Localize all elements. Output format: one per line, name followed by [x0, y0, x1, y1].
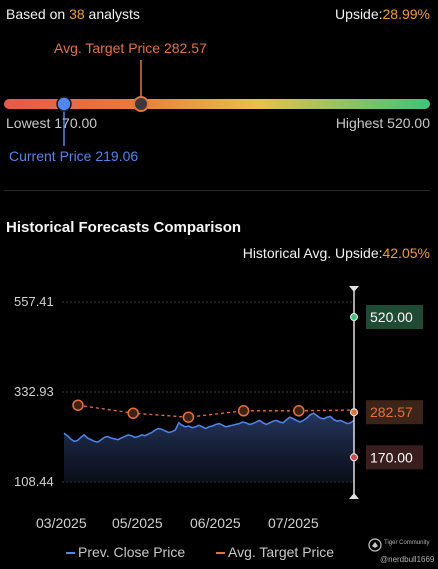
- avg-target-label: Avg. Target Price 282.57: [54, 40, 207, 56]
- y-tick-332: 332.93: [14, 384, 54, 399]
- range-marker-box: [366, 400, 423, 425]
- x-tick-07-2025: 07/2025: [268, 515, 319, 531]
- prev-close-area-layer: [63, 412, 355, 482]
- section-divider: [4, 190, 430, 191]
- avg-target-point[interactable]: [72, 399, 84, 411]
- upside-label: Upside:: [335, 6, 383, 22]
- legend-avg-target[interactable]: Avg. Target Price: [216, 544, 334, 560]
- current-price-marker[interactable]: [56, 96, 72, 112]
- avg-target-line: [77, 404, 355, 418]
- range-markers-layer: 520.00 282.57 170.00: [350, 305, 423, 470]
- historical-forecast-chart: 557.41 332.93 108.44 520.00282.57170.00 …: [14, 286, 423, 531]
- legend-prev-close-label: Prev. Close Price: [78, 544, 186, 560]
- watermark-user: @nerdbull1669: [380, 555, 435, 564]
- range-marker-dot: [350, 453, 358, 462]
- legend-prev-close-swatch: [66, 552, 75, 555]
- range-marker-box: [366, 445, 423, 470]
- avg-target-point[interactable]: [182, 411, 195, 423]
- range-marker-label: 520.00: [370, 309, 413, 325]
- y-tick-108: 108.44: [14, 474, 54, 489]
- x-tick-03-2025: 03/2025: [36, 515, 87, 531]
- y-tick-557: 557.41: [14, 294, 54, 309]
- range-marker-dot: [350, 313, 358, 321]
- range-marker-dot: [350, 408, 358, 417]
- range-marker-label: 170.00: [370, 449, 413, 465]
- legend-prev-close[interactable]: Prev. Close Price: [66, 544, 185, 560]
- avg-target-marker[interactable]: [133, 96, 149, 112]
- based-on-suffix: analysts: [88, 6, 140, 22]
- x-tick-05-2025: 05/2025: [112, 515, 163, 531]
- avg-target-point[interactable]: [127, 407, 139, 419]
- tiger-logo-icon: [368, 538, 382, 552]
- cursor-top-arrow: [349, 286, 359, 292]
- lowest-label: Lowest 170.00: [6, 115, 98, 131]
- x-tick-06-2025: 06/2025: [190, 515, 241, 531]
- upside-value: 28.99%: [382, 6, 430, 22]
- watermark-community: Tiger Community: [384, 540, 430, 546]
- historical-upside-text: Historical Avg. Upside:42.05%: [243, 245, 430, 261]
- upside-text: Upside:28.99%: [335, 6, 430, 22]
- historical-title: Historical Forecasts Comparison: [6, 219, 242, 236]
- cursor-bottom-arrow: [349, 493, 359, 499]
- avg-target-point[interactable]: [293, 405, 305, 417]
- price-range-bar: [4, 60, 430, 146]
- prev-close-area: [64, 413, 354, 482]
- historical-upside-label: Historical Avg. Upside:: [242, 245, 383, 261]
- prev-close-line: [63, 412, 355, 443]
- avg-target-point[interactable]: [237, 405, 250, 417]
- analyst-count-text: Based on 38 analysts: [6, 6, 140, 22]
- analyst-count: 38: [69, 6, 85, 22]
- based-on-prefix: Based on: [6, 6, 66, 22]
- range-marker-label: 282.57: [370, 404, 413, 420]
- legend-avg-target-label: Avg. Target Price: [228, 544, 335, 560]
- avg-target-layer: [72, 399, 355, 423]
- range-gradient-bar: [4, 99, 430, 109]
- range-marker-box: [366, 305, 423, 329]
- legend-avg-target-swatch: [216, 552, 225, 555]
- historical-upside-value: 42.05%: [382, 245, 430, 261]
- highest-label: Highest 520.00: [335, 115, 430, 131]
- current-price-label: Current Price 219.06: [9, 148, 139, 164]
